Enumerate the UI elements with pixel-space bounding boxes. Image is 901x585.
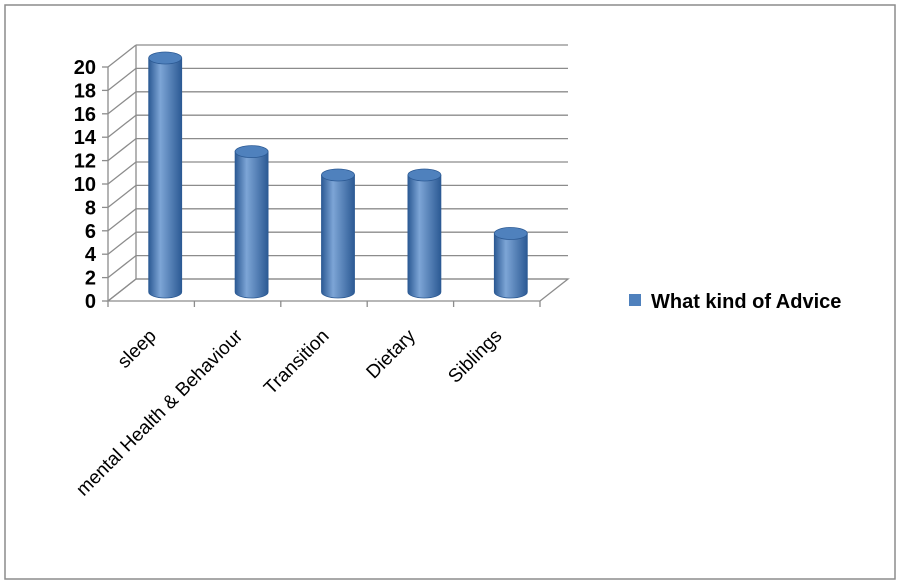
bar-top [493,227,528,240]
bar-body [493,233,528,299]
side-gridline [107,278,137,302]
side-gridline [107,184,137,208]
bar-transition [321,168,355,299]
legend: What kind of Advice [629,291,841,313]
legend-swatch [629,294,641,306]
y-tick-label: 0 [85,291,96,313]
y-tick-label: 18 [74,80,96,102]
legend-label: What kind of Advice [651,291,841,313]
bar-dietary [407,168,442,299]
grid-lines [102,44,568,307]
side-gridline [107,231,137,255]
bar-siblings [493,227,528,299]
bar-body [148,57,183,299]
bar-top [234,145,269,159]
side-gridline [107,67,137,91]
y-tick-label: 2 [85,268,96,290]
bar-sleep [148,51,183,299]
bar-body [234,151,269,299]
side-gridline [107,208,137,232]
y-tick-label: 14 [74,127,97,149]
y-tick-label: 8 [85,197,96,219]
bar-mental-health-behaviour [234,145,269,299]
bar-body [407,174,442,299]
y-tick-label: 4 [85,244,97,266]
side-gridline [107,138,137,162]
side-gridline [107,255,137,279]
y-tick-label: 6 [85,221,96,243]
y-tick-label: 20 [74,57,96,79]
y-tick-label: 16 [74,104,96,126]
y-tick-label: 12 [74,151,96,173]
bars [148,51,528,299]
bar-top [148,51,183,65]
side-gridline [107,44,137,68]
bar-top [321,168,355,182]
side-gridline [107,91,137,115]
bar-top [407,168,442,182]
bar-body [321,174,355,299]
y-tick-label: 10 [74,174,96,196]
side-gridline [107,161,137,185]
side-gridline [107,114,137,138]
